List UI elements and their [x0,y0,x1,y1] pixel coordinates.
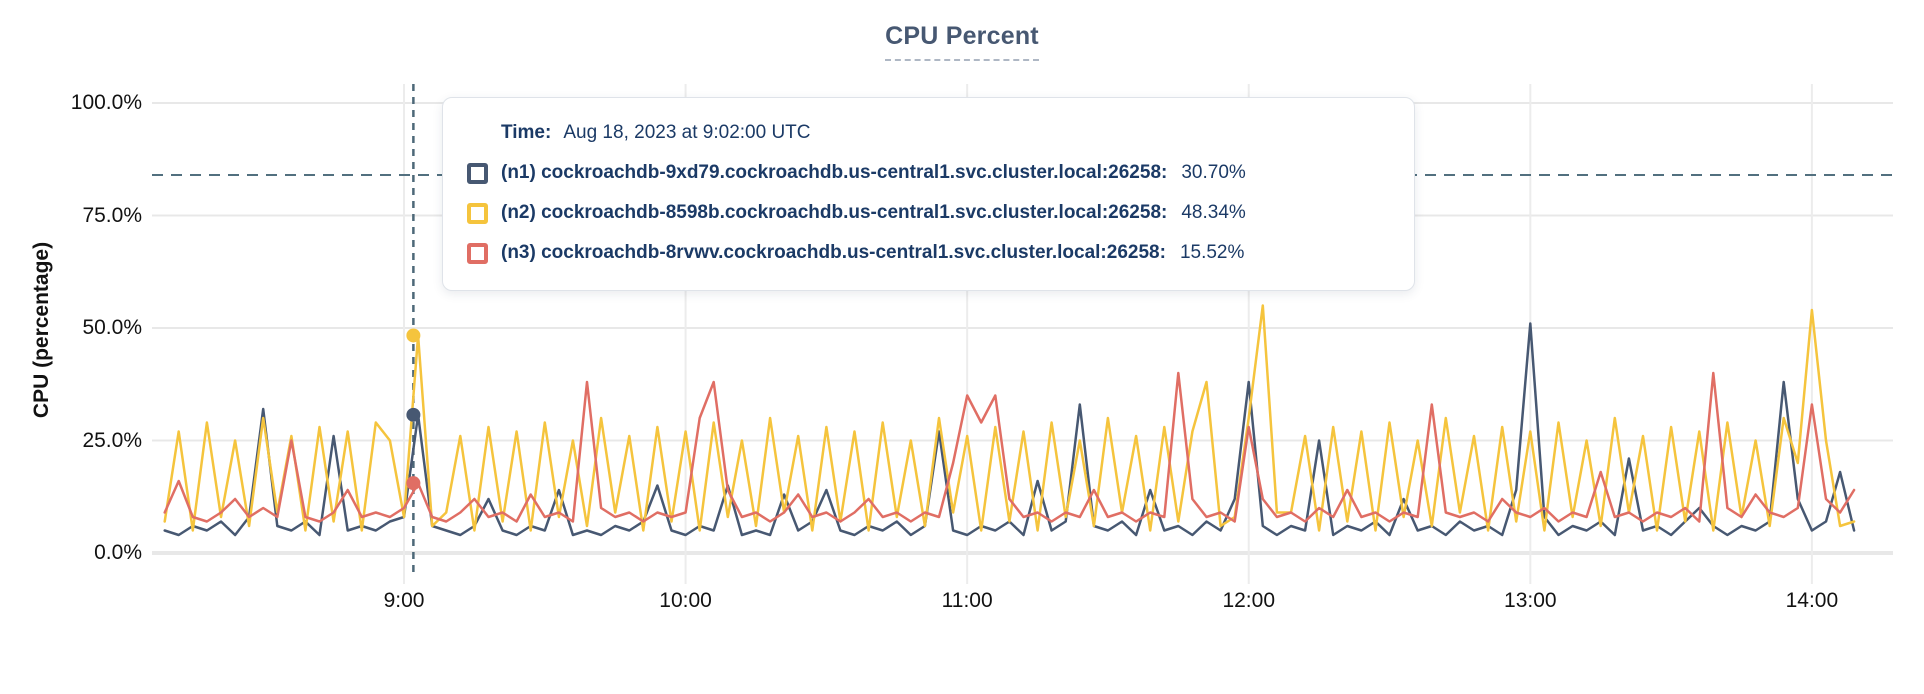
tooltip-time-label: Time: [501,122,552,143]
tooltip-legend: (n1) cockroachdb-9xd79.cockroachdb.us-ce… [467,162,1386,264]
chart-title[interactable]: CPU Percent [885,22,1039,61]
series-value: 48.34% [1181,202,1246,223]
hover-point-dot [406,407,421,422]
series-label: (n2) cockroachdb-8598b.cockroachdb.us-ce… [501,202,1168,223]
chart-tooltip: Time: Aug 18, 2023 at 9:02:00 UTC (n1) co… [442,97,1415,291]
x-axis-tick-label: 12:00 [1222,589,1276,612]
legend-row: (n1) cockroachdb-9xd79.cockroachdb.us-ce… [467,162,1386,184]
y-axis-tick-label: 100.0% [70,91,142,114]
hover-point-dot [406,328,421,343]
series-label: (n1) cockroachdb-9xd79.cockroachdb.us-ce… [501,162,1168,183]
series-line [163,304,1856,532]
series-value: 15.52% [1179,242,1245,263]
legend-row: (n2) cockroachdb-8598b.cockroachdb.us-ce… [467,202,1386,224]
y-axis-tick-label: 75.0% [82,203,142,227]
x-axis-tick-label: 11:00 [941,589,993,612]
series-line [163,371,1856,523]
x-axis-tick-label: 14:00 [1785,589,1839,612]
series-swatch-icon [467,162,488,184]
legend-row: (n3) cockroachdb-8rvwv.cockroachdb.us-ce… [467,242,1386,264]
chart-header: CPU Percent [0,22,1924,61]
tooltip-time-value: Aug 18, 2023 at 9:02:00 UTC [563,122,811,143]
series-line [163,322,1856,537]
series-swatch-icon [467,242,488,264]
x-axis-tick-label: 10:00 [659,589,712,612]
series-value: 30.70% [1181,162,1246,183]
y-axis-tick-label: 50.0% [82,316,142,339]
series-swatch-icon [467,202,488,224]
y-axis-tick-label: 25.0% [82,428,142,452]
x-axis-tick-label: 9:00 [383,589,425,612]
x-axis-tick-label: 13:00 [1504,589,1557,612]
tooltip-time-row: Time: Aug 18, 2023 at 9:02:00 UTC [501,122,1386,144]
hover-point-dot [406,476,421,491]
series-label: (n3) cockroachdb-8rvwv.cockroachdb.us-ce… [501,242,1166,263]
y-axis-tick-label: 0.0% [94,541,142,564]
